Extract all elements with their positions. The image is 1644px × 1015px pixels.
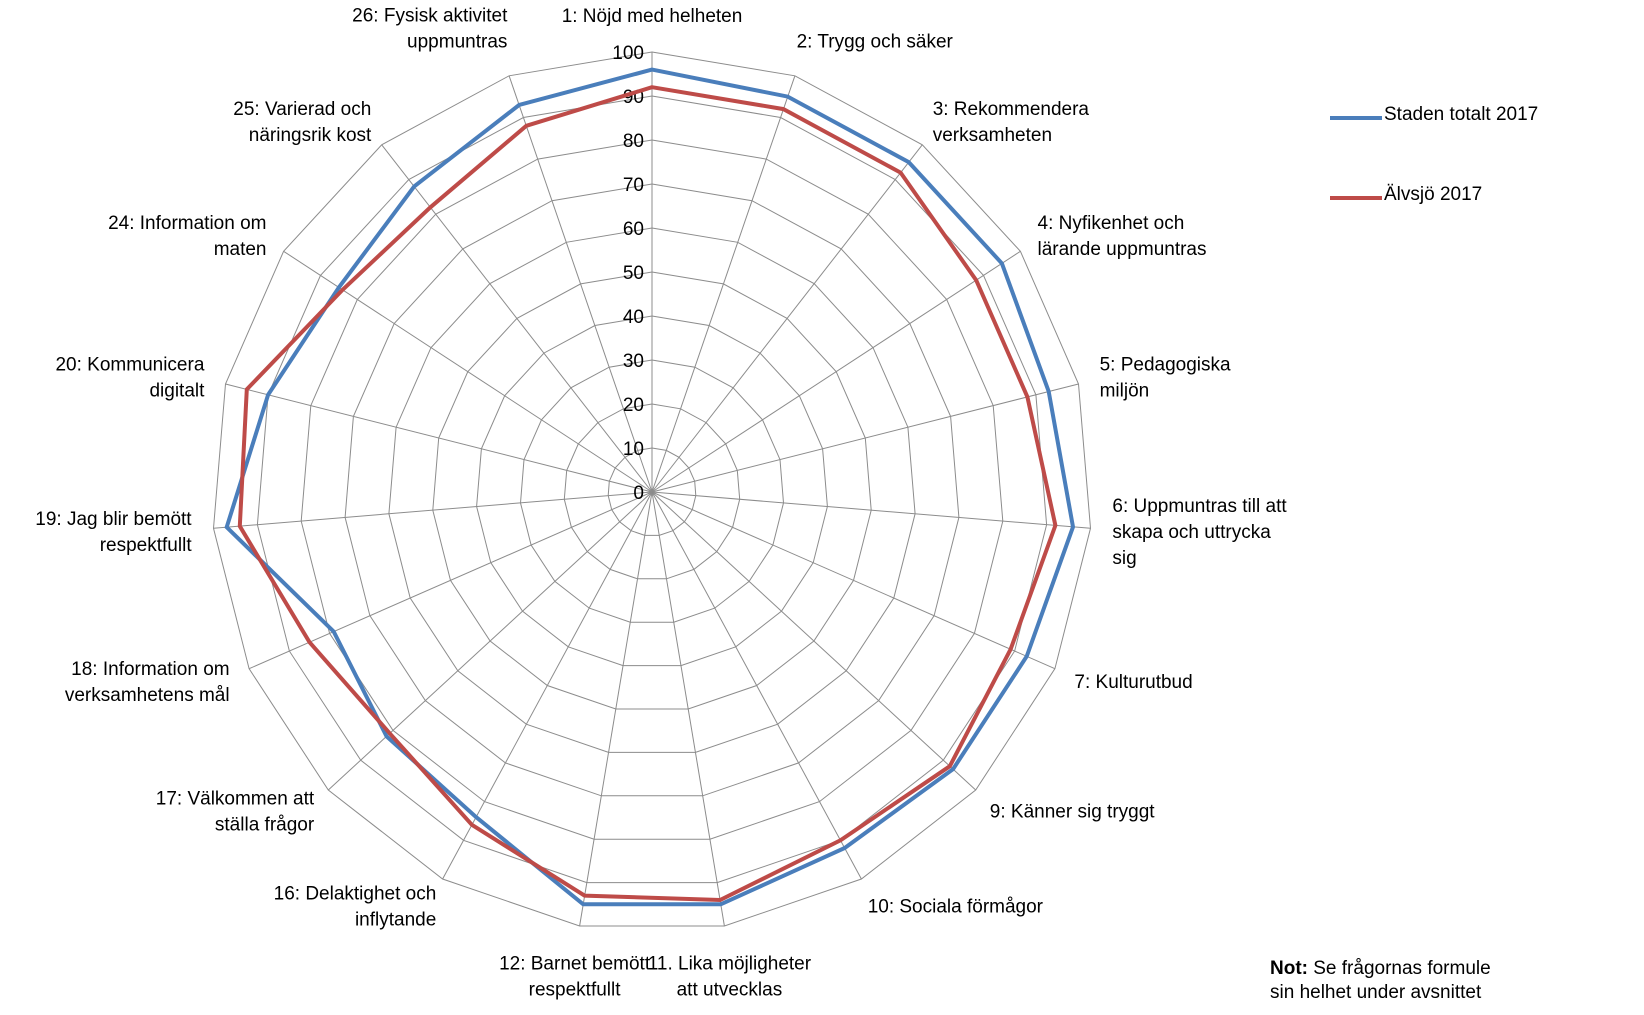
grid-ring-20 [563, 403, 741, 580]
legend-label-staden: Staden totalt 2017 [1384, 104, 1539, 125]
category-label-4: 4: Nyfikenhet och lärande uppmuntras [1038, 213, 1207, 260]
tick-label: 70 [623, 175, 644, 196]
footnote-line2: sin helhet under avsnittet [1270, 982, 1482, 1003]
tick-label: 100 [612, 43, 644, 64]
tick-label: 30 [623, 351, 644, 372]
spoke-12 [442, 491, 653, 880]
spoke-9 [651, 491, 862, 880]
legend: Staden totalt 2017 Älvsjö 2017 [1330, 104, 1644, 264]
spoke-7 [651, 491, 1056, 670]
spoke-4 [651, 250, 1021, 493]
radar-grid [212, 51, 1092, 927]
category-label-14: 18: Information om verksamhetens mål [65, 659, 230, 706]
category-label-7: 7: Kulturutbud [1074, 672, 1192, 693]
spoke-5 [651, 383, 1079, 493]
grid-ring-90 [256, 95, 1048, 884]
category-label-9: 10: Sociala förmågor [868, 896, 1044, 917]
category-label-10: 11. Lika möjligheter att utvecklas [648, 954, 812, 1001]
spoke-19 [508, 75, 653, 493]
category-label-13: 17: Välkommen att ställa frågor [156, 788, 315, 835]
category-label-12: 16: Delaktighet och inflytande [274, 883, 437, 930]
grid-ring-40 [476, 315, 828, 667]
legend-swatch-alvsjo [1330, 196, 1382, 200]
category-label-5: 5: Pedagogiska miljön [1100, 355, 1231, 402]
tick-label: 60 [623, 219, 644, 240]
grid-ring-100 [212, 51, 1092, 927]
tick-label: 20 [623, 395, 644, 416]
spoke-13 [327, 491, 653, 791]
spoke-14 [248, 491, 653, 670]
spoke-10 [651, 491, 725, 927]
category-label-18: 25: Varierad och näringsrik kost [233, 99, 372, 146]
spoke-18 [381, 144, 653, 493]
grid-ring-10 [607, 447, 697, 536]
category-label-17: 24: Information om maten [108, 213, 266, 260]
category-label-11: 12: Barnet bemött respektfullt [499, 954, 651, 1001]
radar-series [224, 67, 1076, 907]
legend-item-staden: Staden totalt 2017 [1330, 104, 1644, 184]
grid-ring-60 [388, 227, 916, 753]
spoke-8 [651, 491, 977, 791]
category-label-2: 2: Trygg och säker [797, 32, 954, 53]
grid-ring-50 [432, 271, 872, 710]
category-label-19: 26: Fysisk aktivitet uppmuntras [352, 6, 508, 53]
tick-label: 80 [623, 131, 644, 152]
spoke-2 [651, 75, 796, 493]
tick-label: 10 [623, 439, 644, 460]
radar-spokes [213, 52, 1091, 927]
spoke-15 [213, 491, 653, 529]
category-label-3: 3: Rekommendera verksamheten [933, 99, 1090, 146]
series-line-2 [237, 85, 1058, 903]
tick-label: 50 [623, 263, 644, 284]
legend-label-alvsjo: Älvsjö 2017 [1384, 184, 1483, 205]
grid-ring-80 [300, 139, 1004, 840]
legend-swatch-staden [1330, 116, 1382, 120]
legend-item-alvsjo: Älvsjö 2017 [1330, 184, 1644, 264]
spoke-6 [651, 491, 1091, 529]
category-label-1: 1: Nöjd med helheten [562, 6, 743, 27]
grid-ring-70 [344, 183, 960, 797]
category-label-8: 9: Känner sig tryggt [990, 801, 1155, 822]
category-labels: 1: Nöjd med helheten 2: Trygg och säker 3:… [35, 6, 1287, 1001]
spoke-17 [283, 250, 653, 493]
category-label-15: 19: Jag blir bemött respektfullt [35, 509, 192, 556]
tick-label: 40 [623, 307, 644, 328]
spoke-11 [579, 491, 653, 927]
footnote-bold: Not: [1270, 958, 1308, 979]
spoke-3 [651, 144, 923, 493]
footnote-line1: Se frågornas formule [1307, 958, 1491, 979]
grid-ring-30 [519, 359, 785, 623]
category-label-6: 6: Uppmuntras till att skapa och uttrycka… [1112, 496, 1287, 569]
footnote: Not: Se frågornas formule sin helhet und… [1270, 957, 1491, 1005]
tick-label: 0 [633, 483, 644, 504]
spoke-16 [225, 383, 653, 493]
category-label-16: 20: Kommunicera digitalt [55, 355, 205, 402]
